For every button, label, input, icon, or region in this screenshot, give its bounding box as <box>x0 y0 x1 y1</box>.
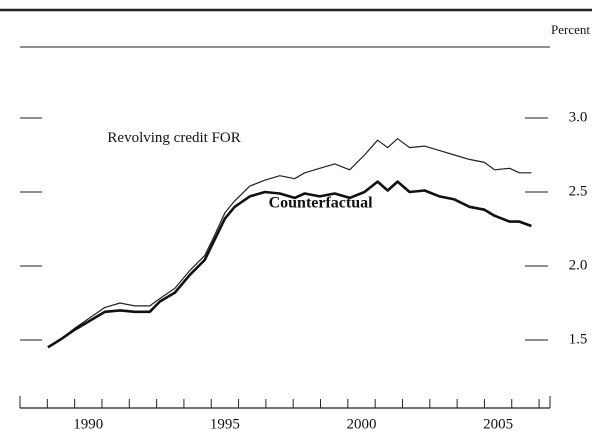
unit-label: Percent <box>551 22 590 37</box>
series-label: Counterfactual <box>269 194 374 211</box>
series-label: Revolving credit FOR <box>107 130 240 146</box>
x-tick-label: 2000 <box>346 416 376 432</box>
y-tick-label: 2.0 <box>569 257 588 273</box>
x-tick-label: 1995 <box>210 416 240 432</box>
series-line <box>47 138 532 348</box>
series-line <box>47 180 532 349</box>
y-tick-label: 2.5 <box>569 183 588 199</box>
x-tick-label: 2005 <box>483 416 513 432</box>
y-tick-label: 3.0 <box>569 109 588 125</box>
y-tick-label: 1.5 <box>569 331 588 347</box>
x-tick-label: 1990 <box>73 416 103 432</box>
